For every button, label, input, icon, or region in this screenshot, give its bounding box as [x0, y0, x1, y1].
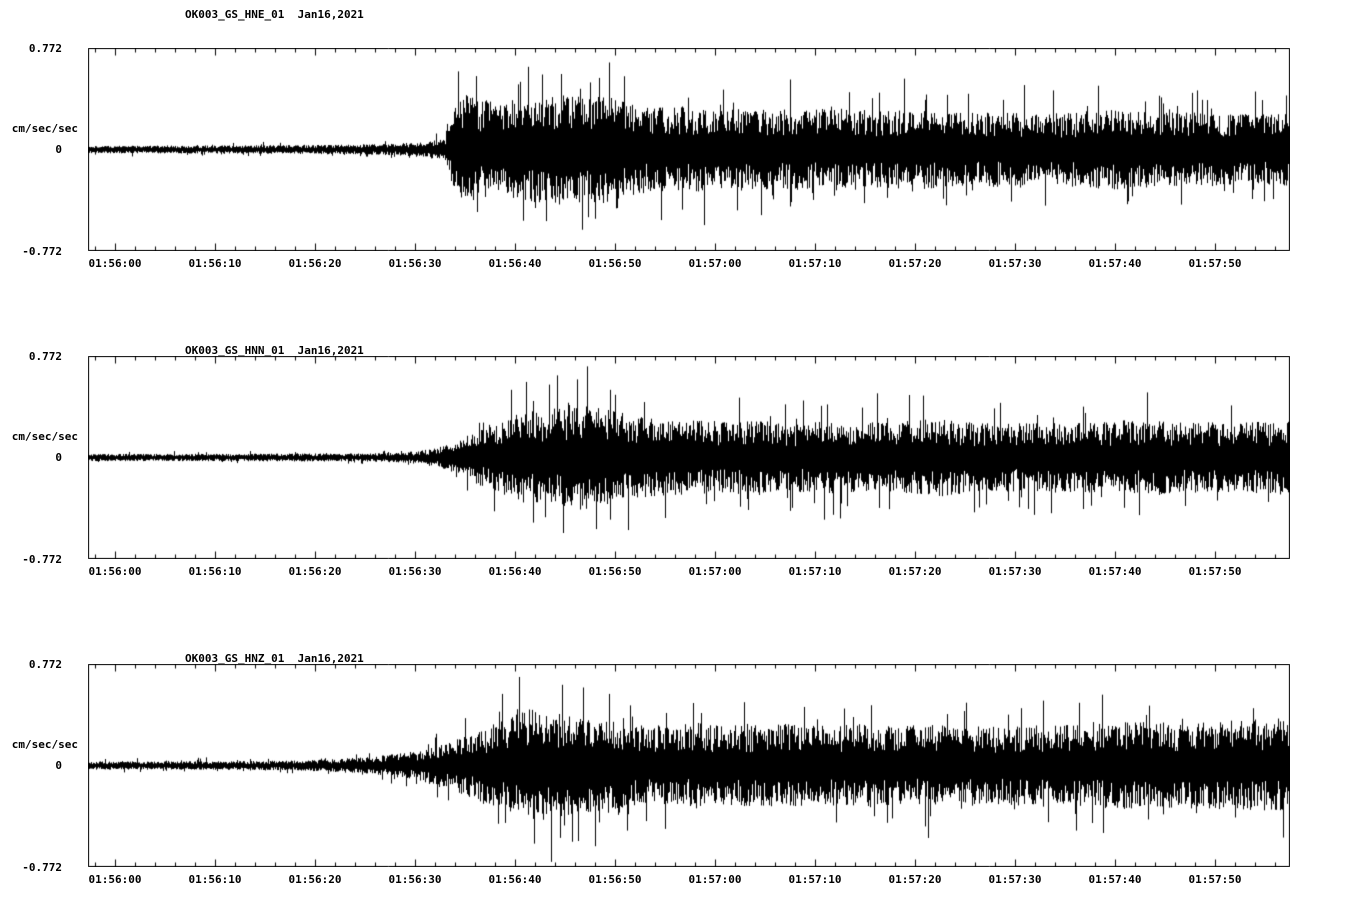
seismogram-canvas[interactable] — [88, 48, 1290, 251]
x-tick-label: 01:57:20 — [888, 565, 942, 578]
waveform-panel-hnn: OK003_GS_HNN_01 Jan16,2021 0.772 cm/sec/… — [0, 308, 1358, 616]
x-tick-label: 01:56:40 — [488, 565, 542, 578]
x-tick-label: 01:57:40 — [1088, 257, 1142, 270]
x-tick-label: 01:57:50 — [1188, 565, 1242, 578]
y-axis-min-label: -0.772 — [22, 245, 62, 258]
y-axis-unit-label: cm/sec/sec — [11, 738, 78, 751]
x-tick-label: 01:56:30 — [388, 565, 442, 578]
plot-area — [88, 48, 1290, 251]
x-tick-label: 01:56:30 — [388, 257, 442, 270]
x-tick-label: 01:57:50 — [1188, 873, 1242, 886]
x-tick-label: 01:57:00 — [688, 873, 742, 886]
x-tick-label: 01:57:30 — [988, 565, 1042, 578]
x-tick-label: 01:56:40 — [488, 873, 542, 886]
y-axis-min-label: -0.772 — [22, 553, 62, 566]
seismogram-canvas[interactable] — [88, 664, 1290, 867]
x-tick-label: 01:56:00 — [88, 257, 142, 270]
y-axis-max-label: 0.772 — [28, 658, 62, 671]
y-axis-min-label: -0.772 — [22, 861, 62, 874]
x-tick-label: 01:57:00 — [688, 257, 742, 270]
x-tick-label: 01:56:30 — [388, 873, 442, 886]
x-tick-label: 01:57:10 — [788, 873, 842, 886]
x-tick-label: 01:56:50 — [588, 257, 642, 270]
x-tick-label: 01:56:10 — [188, 873, 242, 886]
y-axis-max-label: 0.772 — [28, 350, 62, 363]
y-axis-max-label: 0.772 — [28, 42, 62, 55]
x-axis-labels: 01:56:00 01:56:10 01:56:20 01:56:30 01:56:40… — [0, 873, 1358, 889]
x-tick-label: 01:57:10 — [788, 257, 842, 270]
x-tick-label: 01:57:00 — [688, 565, 742, 578]
x-tick-label: 01:57:50 — [1188, 257, 1242, 270]
y-axis-zero-label: 0 — [55, 143, 62, 156]
x-tick-label: 01:56:10 — [188, 257, 242, 270]
x-tick-label: 01:57:30 — [988, 873, 1042, 886]
y-axis-unit-label: cm/sec/sec — [11, 430, 78, 443]
plot-area — [88, 664, 1290, 867]
x-tick-label: 01:56:20 — [288, 873, 342, 886]
x-tick-label: 01:56:00 — [88, 873, 142, 886]
x-tick-label: 01:57:40 — [1088, 873, 1142, 886]
x-tick-label: 01:57:20 — [888, 257, 942, 270]
x-tick-label: 01:56:50 — [588, 873, 642, 886]
trace-title: OK003_GS_HNN_01 Jan16,2021 — [185, 344, 364, 357]
x-tick-label: 01:56:40 — [488, 257, 542, 270]
x-tick-label: 01:57:30 — [988, 257, 1042, 270]
x-tick-label: 01:56:50 — [588, 565, 642, 578]
y-axis-zero-label: 0 — [55, 451, 62, 464]
x-tick-label: 01:56:20 — [288, 257, 342, 270]
x-tick-label: 01:56:10 — [188, 565, 242, 578]
trace-title: OK003_GS_HNE_01 Jan16,2021 — [185, 8, 364, 21]
waveform-panel-hnz: OK003_GS_HNZ_01 Jan16,2021 0.772 cm/sec/… — [0, 616, 1358, 924]
plot-area — [88, 356, 1290, 559]
x-axis-labels: 01:56:00 01:56:10 01:56:20 01:56:30 01:56:40… — [0, 565, 1358, 581]
x-tick-label: 01:57:20 — [888, 873, 942, 886]
x-tick-label: 01:57:40 — [1088, 565, 1142, 578]
y-axis-unit-label: cm/sec/sec — [11, 122, 78, 135]
seismogram-canvas[interactable] — [88, 356, 1290, 559]
x-tick-label: 01:56:20 — [288, 565, 342, 578]
x-axis-labels: 01:56:00 01:56:10 01:56:20 01:56:30 01:56:40… — [0, 257, 1358, 273]
waveform-panel-hne: OK003_GS_HNE_01 Jan16,2021 0.772 cm/sec/… — [0, 0, 1358, 308]
x-tick-label: 01:56:00 — [88, 565, 142, 578]
trace-title: OK003_GS_HNZ_01 Jan16,2021 — [185, 652, 364, 665]
x-tick-label: 01:57:10 — [788, 565, 842, 578]
y-axis-zero-label: 0 — [55, 759, 62, 772]
